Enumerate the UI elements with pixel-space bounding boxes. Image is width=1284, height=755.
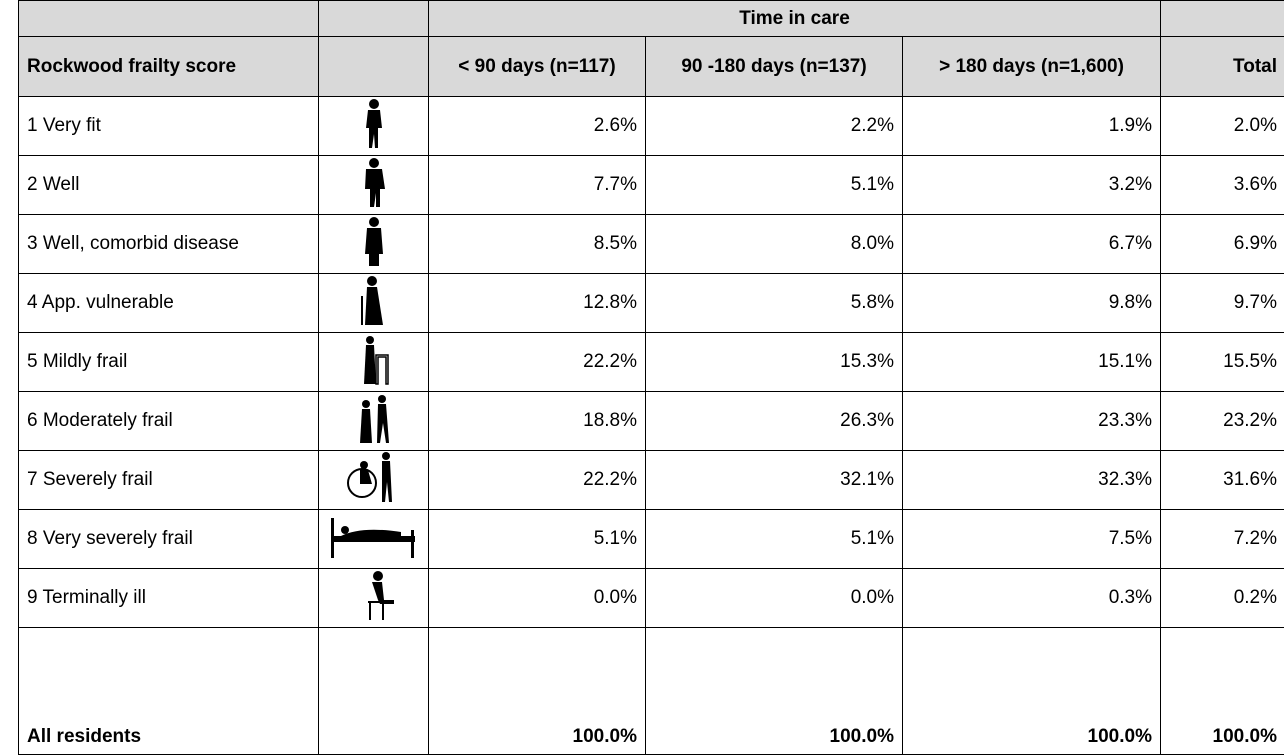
- value-cell: 32.3%: [903, 451, 1161, 510]
- header-cell: [319, 37, 429, 97]
- total-cell: 100.0%: [903, 628, 1161, 755]
- row-label: 9 Terminally ill: [19, 569, 319, 628]
- row-label: 6 Moderately frail: [19, 392, 319, 451]
- data-row: 4 App. vulnerable 12.8%5.8%9.8%9.7%: [19, 274, 1284, 333]
- value-cell: 9.8%: [903, 274, 1161, 333]
- value-cell: 7.7%: [429, 156, 646, 215]
- frailty-icon: [344, 156, 404, 208]
- value-cell: 26.3%: [646, 392, 903, 451]
- value-cell: 23.3%: [903, 392, 1161, 451]
- value-cell: 1.9%: [903, 97, 1161, 156]
- table-body: Time in care Rockwood frailty score < 90…: [19, 1, 1284, 755]
- column-header: Rockwood frailty score: [19, 37, 319, 97]
- value-cell: 8.0%: [646, 215, 903, 274]
- data-row: 1 Very fit 2.6%2.2%1.9%2.0%: [19, 97, 1284, 156]
- column-header: Total: [1161, 37, 1284, 97]
- row-label: 7 Severely frail: [19, 451, 319, 510]
- icon-cell: [319, 156, 429, 215]
- icon-cell: [319, 97, 429, 156]
- value-cell: 7.2%: [1161, 510, 1284, 569]
- value-cell: 15.3%: [646, 333, 903, 392]
- header-row: Time in care: [19, 1, 1284, 37]
- row-label: 4 App. vulnerable: [19, 274, 319, 333]
- value-cell: 7.5%: [903, 510, 1161, 569]
- row-label: 1 Very fit: [19, 97, 319, 156]
- frailty-icon: [329, 510, 419, 562]
- value-cell: 31.6%: [1161, 451, 1284, 510]
- icon-cell: [319, 510, 429, 569]
- value-cell: 22.2%: [429, 333, 646, 392]
- value-cell: 5.1%: [646, 510, 903, 569]
- row-label: 2 Well: [19, 156, 319, 215]
- row-label: 8 Very severely frail: [19, 510, 319, 569]
- data-row: 7 Severely frail 22.2%32.1%32.3%31.6%: [19, 451, 1284, 510]
- header-cell: [19, 1, 319, 37]
- data-row: 5 Mildly frail 22.2%15.3%15.1%15.5%: [19, 333, 1284, 392]
- value-cell: 15.1%: [903, 333, 1161, 392]
- frailty-icon: [344, 215, 404, 267]
- value-cell: 0.2%: [1161, 569, 1284, 628]
- row-label: 3 Well, comorbid disease: [19, 215, 319, 274]
- icon-cell: [319, 274, 429, 333]
- value-cell: 18.8%: [429, 392, 646, 451]
- group-header: Time in care: [429, 1, 1161, 37]
- page: Time in care Rockwood frailty score < 90…: [0, 0, 1284, 736]
- frailty-icon: [344, 274, 404, 326]
- value-cell: 12.8%: [429, 274, 646, 333]
- value-cell: 23.2%: [1161, 392, 1284, 451]
- header-cell: [319, 1, 429, 37]
- value-cell: 2.6%: [429, 97, 646, 156]
- value-cell: 22.2%: [429, 451, 646, 510]
- value-cell: 5.8%: [646, 274, 903, 333]
- icon-cell: [319, 451, 429, 510]
- header-row: Rockwood frailty score < 90 days (n=117)…: [19, 37, 1284, 97]
- value-cell: 0.0%: [429, 569, 646, 628]
- value-cell: 15.5%: [1161, 333, 1284, 392]
- value-cell: 2.0%: [1161, 97, 1284, 156]
- value-cell: 9.7%: [1161, 274, 1284, 333]
- icon-cell: [319, 215, 429, 274]
- value-cell: 32.1%: [646, 451, 903, 510]
- value-cell: 3.2%: [903, 156, 1161, 215]
- data-row: 3 Well, comorbid disease 8.5%8.0%6.7%6.9%: [19, 215, 1284, 274]
- value-cell: 0.3%: [903, 569, 1161, 628]
- column-header: < 90 days (n=117): [429, 37, 646, 97]
- frailty-icon: [344, 451, 404, 503]
- header-cell: [1161, 1, 1284, 37]
- total-cell: 100.0%: [646, 628, 903, 755]
- value-cell: 6.7%: [903, 215, 1161, 274]
- frailty-icon: [344, 392, 404, 444]
- value-cell: 6.9%: [1161, 215, 1284, 274]
- empty-cell: [319, 628, 429, 755]
- icon-cell: [319, 392, 429, 451]
- total-label: All residents: [19, 628, 319, 755]
- column-header: 90 -180 days (n=137): [646, 37, 903, 97]
- icon-cell: [319, 333, 429, 392]
- value-cell: 8.5%: [429, 215, 646, 274]
- value-cell: 0.0%: [646, 569, 903, 628]
- total-cell: 100.0%: [1161, 628, 1284, 755]
- icon-cell: [319, 569, 429, 628]
- total-cell: 100.0%: [429, 628, 646, 755]
- frailty-icon: [344, 569, 404, 621]
- frailty-icon: [344, 97, 404, 149]
- row-label: 5 Mildly frail: [19, 333, 319, 392]
- value-cell: 3.6%: [1161, 156, 1284, 215]
- frailty-table: Time in care Rockwood frailty score < 90…: [18, 0, 1284, 755]
- frailty-icon: [344, 333, 404, 385]
- value-cell: 5.1%: [429, 510, 646, 569]
- data-row: 2 Well 7.7%5.1%3.2%3.6%: [19, 156, 1284, 215]
- data-row: 6 Moderately frail 18.8%26.3%23.3%23.2%: [19, 392, 1284, 451]
- value-cell: 2.2%: [646, 97, 903, 156]
- value-cell: 5.1%: [646, 156, 903, 215]
- column-header: > 180 days (n=1,600): [903, 37, 1161, 97]
